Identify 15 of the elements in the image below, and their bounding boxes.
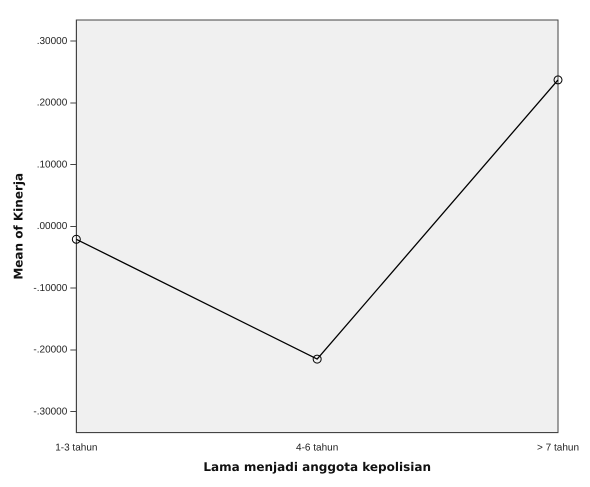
x-tick-label: > 7 tahun (537, 442, 579, 454)
y-tick-label: .10000 (36, 159, 68, 170)
x-tick-label: 1-3 tahun (55, 442, 98, 454)
y-tick-label: .20000 (36, 98, 68, 109)
y-tick-label: -.20000 (33, 344, 68, 356)
y-tick-label: -.30000 (33, 406, 68, 418)
y-tick-label: .30000 (36, 36, 68, 47)
point (312, 354, 322, 364)
y-axis-title: Mean of Kinerja (11, 172, 26, 280)
y-tick-label: .00000 (36, 221, 68, 232)
y-tick-label: -.10000 (33, 282, 68, 294)
x-axis-title: Lama menjadi anggota kepolisian (203, 460, 431, 474)
x-tick-label: 4-6 tahun (296, 442, 338, 454)
point (72, 234, 81, 244)
point (554, 75, 563, 84)
